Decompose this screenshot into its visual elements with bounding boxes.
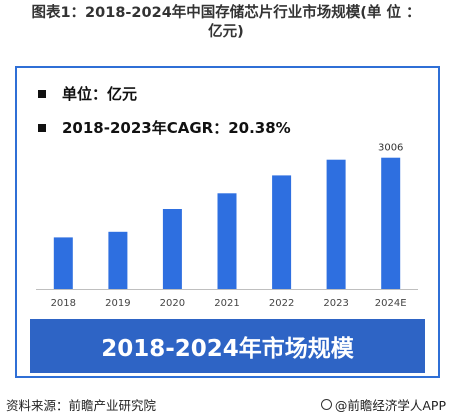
figure-title-line-1: 图表1：2018-2024年中国存储芯片行业市场规模(单 位 ：	[31, 5, 421, 21]
x-tick-label: 2024E	[375, 298, 407, 309]
x-tick-label: 2022	[269, 298, 294, 309]
brand-logo-icon	[320, 399, 332, 410]
bar-2018	[53, 237, 73, 289]
figure-title-line-2: 亿元)	[208, 24, 244, 40]
bullet-square-icon	[38, 123, 46, 132]
bar-2023	[326, 159, 346, 289]
bar-2019	[108, 231, 128, 289]
x-tick-label: 2023	[323, 298, 348, 309]
cagr-label: 2018-2023年CAGR：20.38%	[62, 119, 291, 137]
figure-title: 图表1：2018-2024年中国存储芯片行业市场规模(单 位 ： 亿元)	[0, 4, 452, 42]
source-note: 资料来源：前瞻产业研究院	[6, 398, 157, 413]
bar-2024E	[381, 157, 401, 289]
data-label: 3006	[378, 143, 403, 154]
cagr-note: 2018-2023年CAGR：20.38%	[38, 117, 291, 138]
x-tick-label: 2020	[160, 298, 185, 309]
bar-2022	[272, 175, 292, 289]
unit-note: 单位：亿元	[38, 83, 137, 104]
x-tick-label: 2019	[105, 298, 130, 309]
chart-banner: 2018-2024年市场规模	[30, 319, 425, 373]
brand-text: @前瞻经济学人APP	[334, 398, 446, 413]
bar-2020	[162, 209, 182, 289]
x-tick-label: 2021	[214, 298, 239, 309]
x-tick-label: 2018	[51, 298, 76, 309]
unit-label: 单位：亿元	[62, 85, 138, 103]
bullet-square-icon	[38, 89, 46, 98]
brand-credit: @前瞻经济学人APP	[320, 395, 446, 414]
bar-2021	[217, 193, 237, 289]
